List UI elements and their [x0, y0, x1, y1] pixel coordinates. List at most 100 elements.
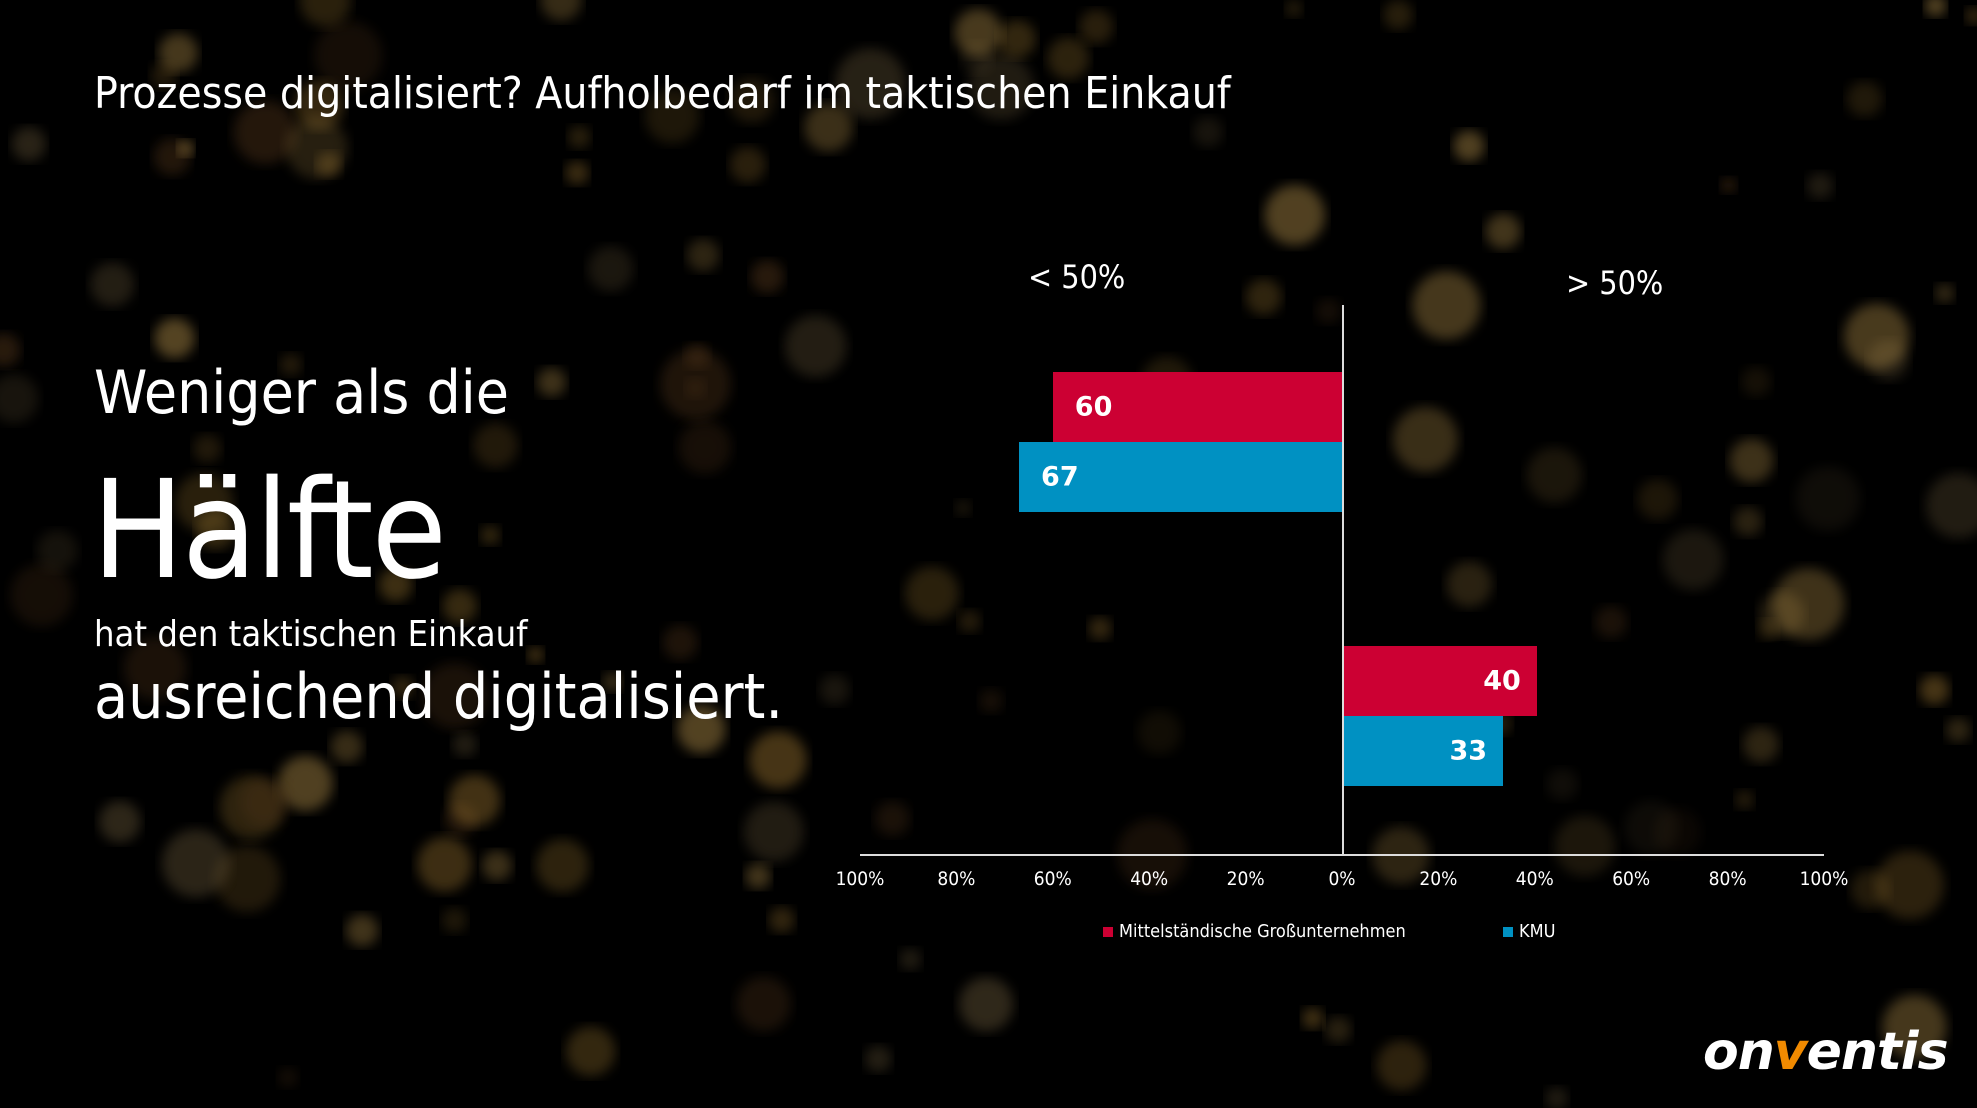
bokeh-light — [1637, 479, 1678, 520]
bokeh-light — [644, 88, 700, 144]
bokeh-light — [1875, 850, 1944, 920]
x-tick-label: 100% — [835, 868, 885, 890]
bar-kmu: 33 — [1344, 716, 1504, 786]
bokeh-light — [240, 777, 290, 827]
data-label: 67 — [1041, 461, 1079, 493]
bokeh-light — [743, 801, 804, 862]
bokeh-light — [330, 730, 364, 764]
bokeh-light — [954, 8, 1002, 57]
bar-grossunternehmen: 40 — [1344, 646, 1537, 716]
x-tick-label: 0% — [1328, 868, 1356, 890]
bokeh-light — [899, 948, 922, 971]
bokeh-light — [123, 636, 187, 700]
bokeh-light — [174, 473, 234, 532]
bokeh-light — [421, 662, 488, 729]
legend-swatch — [1103, 926, 1113, 937]
x-tick-label: 60% — [1033, 868, 1072, 890]
bokeh-light — [294, 80, 344, 130]
bokeh-light — [819, 674, 850, 705]
bokeh-light — [1383, 0, 1414, 30]
bokeh-light — [835, 48, 906, 119]
x-tick-label: 20% — [1226, 868, 1265, 890]
bokeh-light — [662, 624, 698, 660]
bokeh-light — [452, 732, 478, 757]
bokeh-light — [1882, 994, 1947, 1060]
bokeh-light — [279, 353, 302, 376]
bokeh-light — [1453, 130, 1485, 162]
bokeh-light — [1546, 768, 1578, 800]
bokeh-light — [1594, 605, 1628, 639]
bokeh-light — [1624, 800, 1679, 856]
x-tick-label: 80% — [937, 868, 976, 890]
bokeh-light — [1526, 447, 1582, 503]
x-tick-label: 40% — [1130, 868, 1169, 890]
data-label: 60 — [1074, 391, 1113, 423]
bokeh-light — [161, 829, 230, 898]
bokeh-light — [978, 688, 1004, 714]
bokeh-light — [567, 125, 591, 149]
bokeh-light — [784, 315, 847, 378]
bokeh-light — [150, 62, 178, 89]
bokeh-light — [677, 705, 726, 754]
bokeh-light — [602, 672, 623, 692]
bokeh-light — [1925, 473, 1977, 538]
bar-grossunternehmen: 60 — [1052, 372, 1342, 442]
bokeh-light — [959, 977, 1014, 1032]
x-tick-label: 100% — [1799, 868, 1849, 890]
bokeh-light — [745, 863, 771, 889]
bokeh-light — [1741, 366, 1772, 397]
bokeh-light — [1545, 1087, 1568, 1108]
bokeh-light — [480, 525, 501, 545]
bokeh-light — [285, 117, 348, 179]
headline-line-3: hat den taktischen Einkauf — [94, 614, 528, 655]
x-tick-label: 20% — [1419, 868, 1458, 890]
bokeh-light — [177, 139, 195, 157]
legend-label: Mittelständische Großunternehmen — [1119, 921, 1406, 942]
bokeh-light — [11, 126, 47, 162]
bokeh-light — [378, 567, 413, 602]
bokeh-light — [233, 100, 297, 164]
x-tick-label: 40% — [1515, 868, 1554, 890]
bokeh-light — [448, 774, 501, 827]
bar-kmu: 67 — [1019, 442, 1342, 512]
bokeh-light — [391, 675, 415, 699]
bokeh-light — [958, 610, 981, 633]
bokeh-light — [864, 1045, 892, 1073]
bokeh-light — [90, 262, 135, 307]
category-label: > 50% — [1566, 264, 1664, 302]
bokeh-light — [154, 318, 195, 359]
bokeh-light — [565, 1026, 616, 1077]
bokeh-light — [588, 246, 634, 292]
x-tick-label: 60% — [1612, 868, 1651, 890]
legend-label: KMU — [1519, 921, 1556, 942]
bokeh-light — [481, 850, 513, 881]
bokeh-light — [1325, 1016, 1352, 1043]
bokeh-light — [10, 563, 73, 627]
bokeh-light — [214, 845, 281, 912]
bokeh-light — [1795, 466, 1861, 531]
bokeh-light — [998, 20, 1036, 58]
bokeh-light — [1733, 506, 1763, 537]
bokeh-light — [1285, 0, 1303, 18]
bokeh-light — [768, 906, 795, 933]
bokeh-light — [565, 160, 590, 185]
bokeh-light — [527, 646, 544, 663]
data-label: 33 — [1449, 735, 1488, 767]
legend-item: Mittelständische Großunternehmen — [1103, 921, 1406, 942]
bokeh-light — [1079, 9, 1114, 44]
bokeh-light — [1742, 726, 1779, 763]
bokeh-light — [904, 566, 959, 621]
bokeh-light — [729, 146, 766, 183]
legend-swatch — [1503, 926, 1513, 937]
bokeh-light — [299, 0, 351, 27]
bokeh-light — [473, 423, 518, 468]
bokeh-light — [540, 0, 582, 21]
bokeh-light — [678, 420, 732, 474]
bokeh-light — [441, 907, 468, 933]
bokeh-light — [1446, 561, 1493, 607]
bokeh-light — [1965, 7, 1977, 25]
bokeh-light — [1137, 710, 1182, 755]
bokeh-light — [158, 33, 198, 73]
data-label: 40 — [1483, 665, 1521, 697]
